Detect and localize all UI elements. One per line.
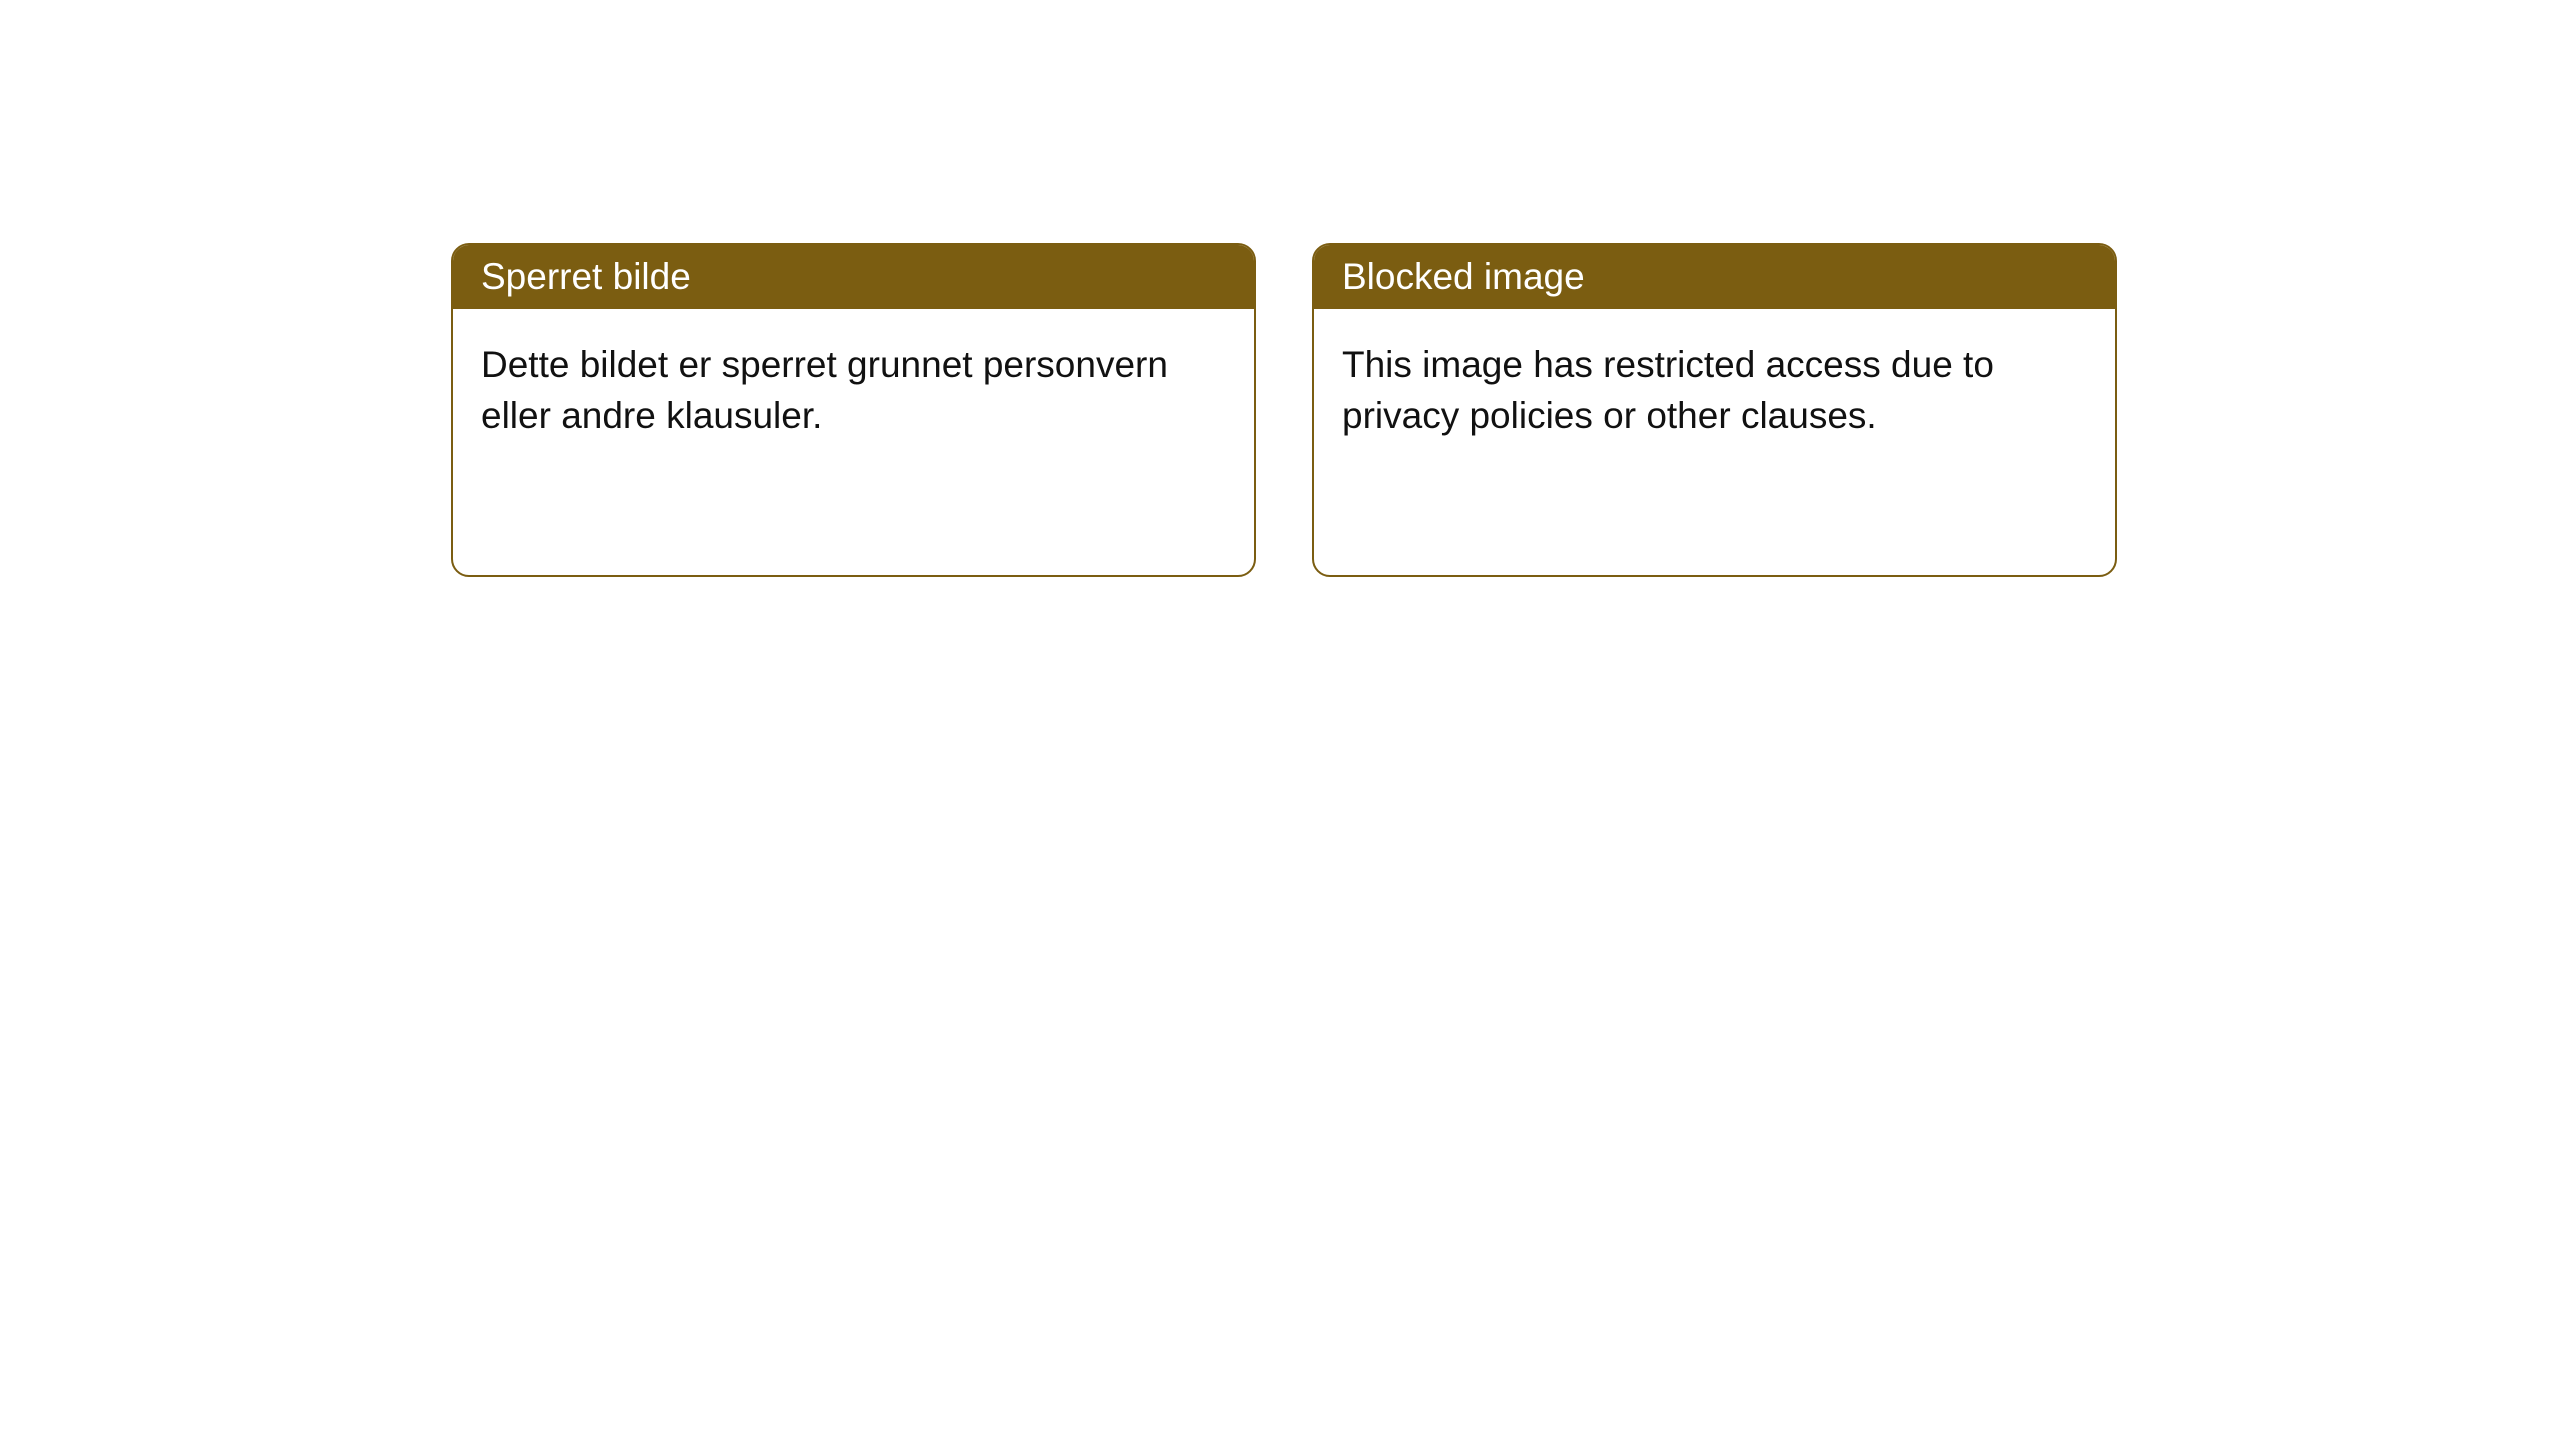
card-body: Dette bildet er sperret grunnet personve… [453,309,1254,471]
notice-card-english: Blocked image This image has restricted … [1312,243,2117,577]
notice-card-norwegian: Sperret bilde Dette bildet er sperret gr… [451,243,1256,577]
notice-container: Sperret bilde Dette bildet er sperret gr… [0,0,2560,577]
card-header: Sperret bilde [453,245,1254,309]
card-header: Blocked image [1314,245,2115,309]
card-body: This image has restricted access due to … [1314,309,2115,471]
